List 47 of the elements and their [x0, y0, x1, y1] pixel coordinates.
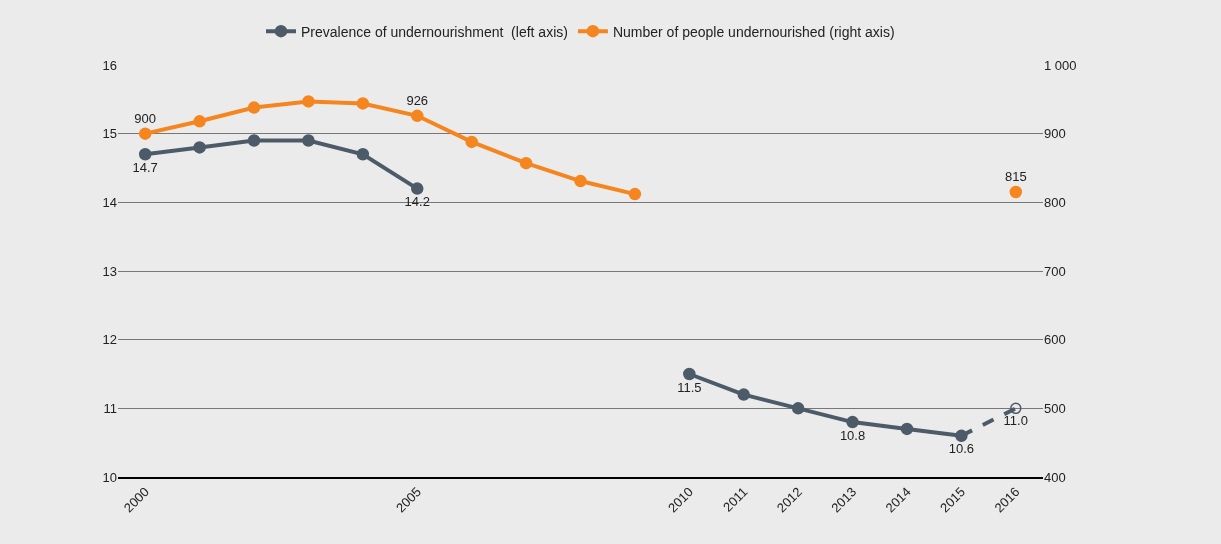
y-tick-label: 14: [102, 194, 117, 210]
point: [1009, 185, 1023, 199]
y-tick-label: 15: [102, 126, 117, 142]
data-label: 815: [1004, 168, 1027, 184]
y-tick-label: 11: [103, 400, 117, 416]
point: [900, 422, 914, 436]
point: [138, 148, 152, 161]
y2-tick-label: 800: [1044, 194, 1066, 210]
point: [356, 97, 370, 110]
y2-tick-label: 700: [1044, 263, 1066, 279]
point: [411, 182, 424, 195]
point: [247, 101, 261, 114]
y2-tick-label: 500: [1044, 400, 1066, 416]
y2-tick-label: 900: [1044, 126, 1066, 142]
y2-tick-label: 1 000: [1044, 57, 1077, 73]
point: [193, 115, 206, 128]
y-tick-label: 10: [102, 469, 117, 485]
y2-tick-label: 600: [1044, 332, 1066, 348]
point: [519, 156, 533, 170]
data-label: 926: [406, 92, 429, 108]
y-tick-label: 13: [102, 263, 117, 279]
legend-label: Prevalence of undernourishment (left axis): [301, 23, 568, 40]
legend-label: Number of people undernourished (right axis): [612, 23, 895, 40]
point: [737, 388, 750, 401]
data-label: 11.5: [677, 379, 702, 395]
point: [411, 109, 424, 123]
point: [302, 134, 315, 147]
point: [1010, 402, 1022, 415]
data-label: 900: [134, 110, 157, 126]
y-tick-label: 16: [102, 57, 117, 73]
data-label: 14.7: [132, 159, 158, 175]
point: [574, 174, 587, 188]
data-label: 10.6: [948, 441, 975, 457]
point: [683, 367, 696, 381]
point: [138, 127, 152, 140]
y2-tick-label: 400: [1044, 469, 1066, 485]
point: [302, 95, 315, 108]
point: [628, 187, 642, 201]
y-tick-label: 12: [102, 332, 117, 348]
data-label: 10.8: [839, 427, 866, 443]
point: [465, 135, 478, 149]
point: [791, 402, 805, 415]
point: [247, 134, 261, 147]
point: [356, 148, 370, 161]
data-label: 11.0: [1003, 413, 1028, 429]
point: [193, 141, 206, 154]
point: [846, 415, 859, 429]
